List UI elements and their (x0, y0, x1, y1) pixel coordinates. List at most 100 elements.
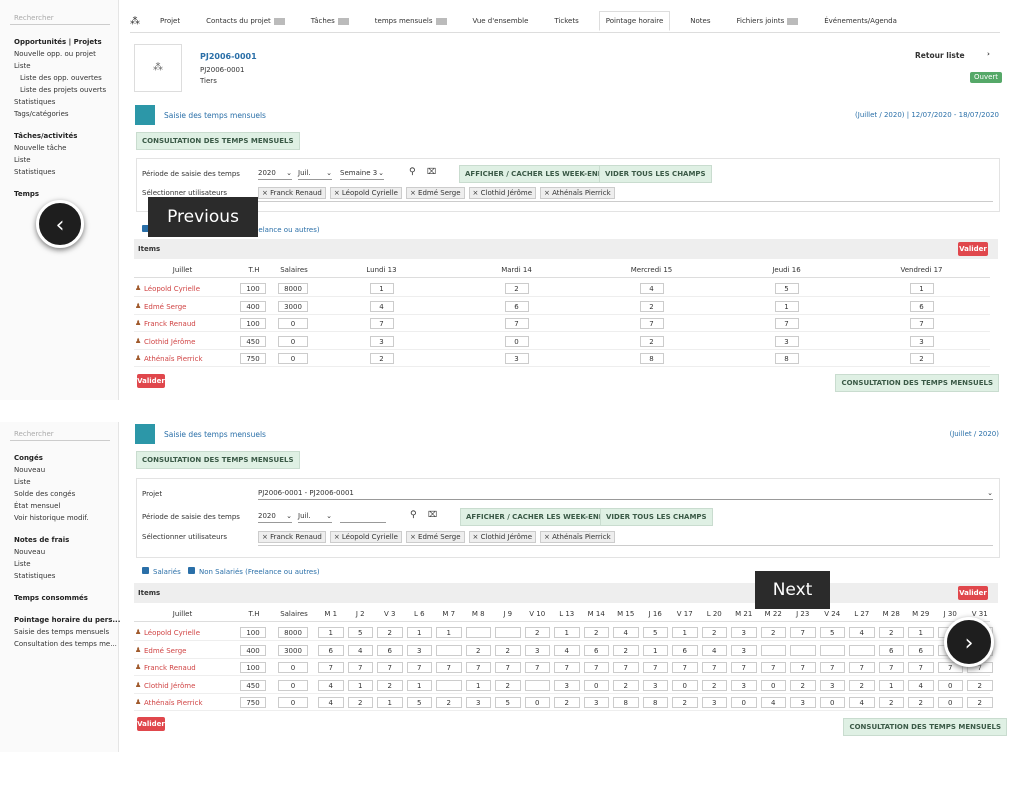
time-input[interactable]: 400 (240, 300, 266, 312)
time-input[interactable]: 5 (406, 697, 432, 708)
time-input[interactable]: 3000 (278, 300, 308, 312)
time-input[interactable]: 6 (878, 644, 904, 656)
time-input[interactable]: 2 (347, 697, 373, 708)
user-chip[interactable]: × Franck Renaud (258, 187, 326, 199)
time-input[interactable]: 3 (701, 697, 727, 708)
menu-item[interactable]: Nouvelle tâche (14, 144, 67, 152)
time-input[interactable]: 0 (731, 697, 757, 708)
time-input[interactable]: 4 (318, 697, 344, 708)
time-input[interactable]: 2 (465, 644, 491, 656)
time-input[interactable]: 3 (406, 644, 432, 656)
time-input[interactable]: 1 (465, 679, 491, 691)
select[interactable]: Semaine 3 ⌄ (340, 168, 384, 180)
checkbox[interactable] (142, 225, 149, 232)
time-input[interactable]: 7 (377, 662, 403, 673)
menu-item[interactable]: Solde des congés (14, 490, 76, 498)
time-input[interactable]: 5 (495, 697, 521, 708)
time-input[interactable]: 100 (240, 662, 266, 673)
prev-label[interactable]: Previous (148, 197, 258, 237)
time-input[interactable]: 6 (672, 644, 698, 656)
time-input[interactable]: 2 (524, 627, 550, 638)
time-input[interactable]: 7 (672, 662, 698, 673)
time-input[interactable]: 6 (583, 644, 609, 656)
clear-button[interactable]: VIDER TOUS LES CHAMPS (599, 165, 712, 183)
tab[interactable]: Vue d'ensemble (472, 17, 529, 25)
user-name[interactable]: Athénaïs Pierrick (144, 699, 203, 707)
clear-icon[interactable]: ⌧ (427, 167, 437, 176)
time-input[interactable]: 2 (672, 697, 698, 708)
time-input[interactable]: 6 (909, 300, 934, 312)
time-input[interactable]: 0 (937, 679, 963, 691)
time-input[interactable] (524, 679, 550, 691)
time-input[interactable]: 0 (278, 335, 308, 347)
time-input[interactable]: 3000 (278, 644, 308, 656)
next-label[interactable]: Next (755, 571, 830, 609)
time-input[interactable]: 2 (639, 335, 664, 347)
user-name[interactable]: Léopold Cyrielle (144, 629, 201, 637)
menu-item[interactable]: Nouveau (14, 548, 46, 556)
time-input[interactable]: 7 (406, 662, 432, 673)
user-chip[interactable]: × Athénaïs Pierrick (540, 531, 615, 543)
time-input[interactable]: 7 (369, 318, 394, 329)
time-input[interactable]: 2 (639, 300, 664, 312)
time-input[interactable]: 1 (774, 300, 799, 312)
user-chip[interactable]: × Clothid Jérôme (468, 531, 537, 543)
select[interactable]: Juil. ⌄ (298, 511, 332, 523)
time-input[interactable]: 3 (465, 697, 491, 708)
time-input[interactable]: 3 (583, 697, 609, 708)
weekend-button[interactable]: AFFICHER / CACHER LES WEEK-ENDS (459, 165, 615, 183)
tab[interactable]: Contacts du projet (200, 12, 291, 30)
time-input[interactable]: 7 (318, 662, 344, 673)
time-input[interactable]: 3 (774, 335, 799, 347)
tab[interactable]: Tickets (554, 17, 579, 25)
select[interactable]: PJ2006-0001 - PJ2006-0001 ⌄ (258, 488, 993, 500)
time-input[interactable]: 3 (731, 644, 757, 656)
time-input[interactable]: 2 (504, 283, 529, 294)
time-input[interactable]: 2 (613, 679, 639, 691)
time-input[interactable]: 1 (436, 627, 462, 638)
user-chip[interactable]: × Athénaïs Pierrick (540, 187, 615, 199)
validate-button[interactable]: Valider (137, 717, 165, 731)
time-input[interactable]: 2 (701, 679, 727, 691)
time-input[interactable]: 7 (639, 318, 664, 329)
time-input[interactable]: 1 (642, 644, 668, 656)
time-input[interactable]: 5 (819, 627, 845, 638)
menu-item[interactable]: Consultation des temps me... (14, 640, 117, 648)
time-input[interactable]: 0 (760, 679, 786, 691)
time-input[interactable]: 2 (436, 697, 462, 708)
user-name[interactable]: Edmé Serge (144, 646, 187, 655)
time-input[interactable]: 7 (790, 662, 816, 673)
checkbox[interactable] (188, 567, 195, 574)
tab[interactable]: Notes (690, 17, 711, 25)
time-input[interactable]: 0 (278, 318, 308, 329)
time-input[interactable]: 4 (613, 627, 639, 638)
checkbox-label[interactable]: Salariés (153, 568, 181, 576)
user-name[interactable]: Franck Renaud (144, 320, 196, 328)
time-input[interactable]: 4 (849, 697, 875, 708)
user-name[interactable]: Clothid Jérôme (144, 337, 196, 346)
time-input[interactable]: 1 (347, 679, 373, 691)
search-icon[interactable]: ⚲ (409, 167, 416, 177)
time-input[interactable]: 2 (495, 644, 521, 656)
time-input[interactable]: 7 (790, 627, 816, 638)
time-input[interactable]: 3 (642, 679, 668, 691)
time-input[interactable]: 2 (909, 353, 934, 364)
time-input[interactable]: 8 (639, 353, 664, 364)
search-icon[interactable]: ⚲ (410, 510, 417, 520)
select[interactable]: Juil. ⌄ (298, 168, 332, 180)
time-input[interactable]: 2 (849, 679, 875, 691)
time-input[interactable]: 0 (278, 662, 308, 673)
time-input[interactable]: 3 (790, 697, 816, 708)
time-input[interactable]: 2 (878, 697, 904, 708)
time-input[interactable]: 4 (318, 679, 344, 691)
time-input[interactable]: 2 (790, 679, 816, 691)
next-arrow[interactable]: › (987, 50, 990, 58)
prev-button[interactable]: ‹ (36, 200, 84, 248)
menu-item[interactable]: Nouvelle opp. ou projet (14, 50, 96, 58)
time-input[interactable]: 4 (369, 300, 394, 312)
checkbox-label[interactable]: Non Salariés (Freelance ou autres) (199, 568, 320, 576)
menu-item[interactable]: Voir historique modif. (14, 514, 89, 522)
select[interactable] (340, 511, 386, 523)
time-input[interactable]: 8000 (278, 283, 308, 294)
time-input[interactable]: 7 (583, 662, 609, 673)
